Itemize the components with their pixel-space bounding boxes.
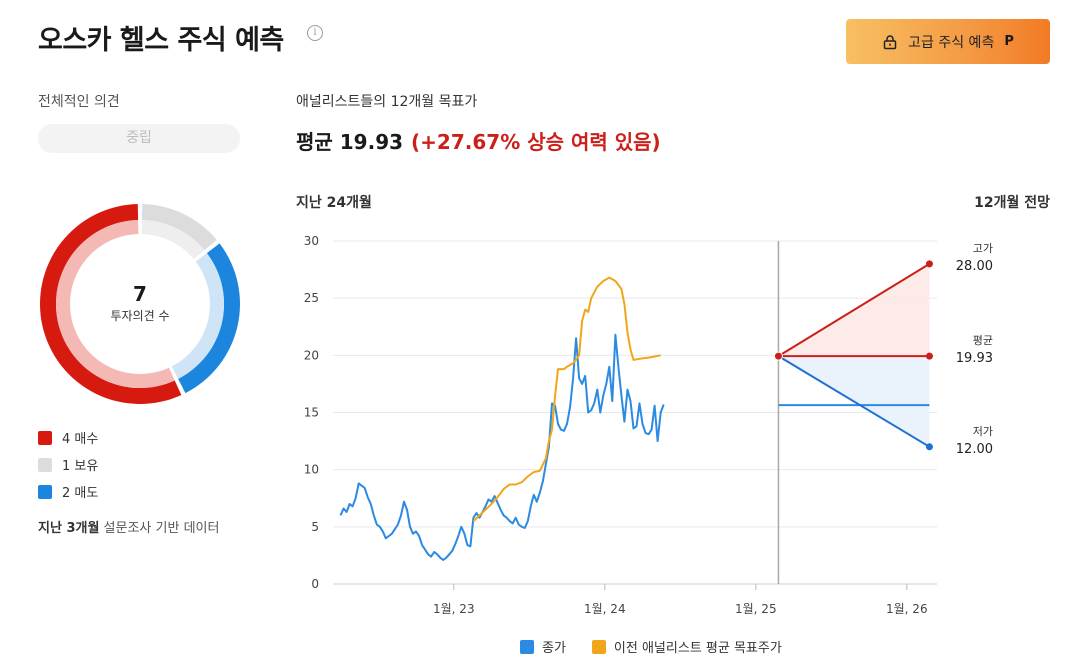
- donut-buy-inner-segment: [55, 220, 175, 388]
- x-tick-label: 1월, 25: [735, 602, 777, 616]
- target-price-label: 애널리스트들의 12개월 목표가: [296, 94, 478, 110]
- pro-forecast-label: 고급 주식 예측: [908, 34, 995, 51]
- high-forecast-name: 고가: [973, 242, 993, 255]
- prior-target-label: 이전 애널리스트 평균 목표주가: [613, 641, 782, 656]
- survey-basis-text: 설문조사 기반 데이터: [99, 521, 220, 536]
- low-forecast-value: 12.00: [956, 442, 993, 457]
- survey-basis-note: 지난 3개월 설문조사 기반 데이터: [38, 517, 219, 536]
- upside-percent: (+27.67% 상승 여력 있음): [411, 130, 661, 154]
- legend-buy-label: 4 매수: [62, 432, 99, 447]
- low-forecast-point: [925, 443, 933, 451]
- lock-icon: [883, 34, 897, 49]
- hold-swatch: [38, 457, 52, 472]
- high-forecast-line: [777, 263, 930, 357]
- legend-sell: 2 매도: [38, 482, 98, 501]
- x-tick-label: 1월, 26: [886, 602, 928, 616]
- close-price-line: [339, 333, 665, 561]
- pro-badge-icon: P: [1004, 34, 1014, 49]
- average-forecast-name: 평균: [973, 334, 993, 347]
- donut-sell-inner-segment: [171, 253, 225, 379]
- buy-swatch: [38, 430, 52, 445]
- y-tick-label: 30: [304, 234, 319, 248]
- donut-hold-segment: [141, 204, 217, 251]
- close-price-label: 종가: [542, 641, 566, 656]
- survey-period: 지난 3개월: [38, 521, 100, 536]
- low-forecast-name: 저가: [973, 425, 993, 438]
- y-tick-label: 10: [304, 463, 319, 477]
- average-target-price: 평균 19.93: [296, 130, 404, 154]
- legend-close-price: 종가: [520, 637, 566, 656]
- y-tick-label: 5: [311, 520, 319, 534]
- high-forecast-value: 28.00: [956, 259, 993, 274]
- y-tick-label: 20: [304, 348, 319, 362]
- chart-legend: 종가 이전 애널리스트 평균 목표주가: [520, 637, 782, 656]
- legend-hold-label: 1 보유: [62, 459, 99, 474]
- rating-total-count: 7: [133, 282, 147, 306]
- close-price-swatch: [520, 639, 534, 654]
- y-tick-label: 15: [304, 406, 319, 420]
- forecast-period-label: 12개월 전망: [974, 195, 1050, 211]
- prior-target-line: [472, 276, 661, 522]
- sell-swatch: [38, 484, 52, 499]
- prior-target-swatch: [591, 639, 606, 654]
- x-tick-label: 1월, 24: [584, 602, 626, 616]
- y-tick-label: 0: [311, 577, 319, 591]
- y-tick-label: 25: [304, 291, 319, 305]
- legend-buy: 4 매수: [38, 428, 98, 447]
- past-period-label: 지난 24개월: [296, 195, 372, 211]
- consensus-rating: 중립: [38, 124, 240, 153]
- high-forecast-point: [925, 260, 933, 268]
- page-title: 오스카 헬스 주식 예측: [38, 25, 284, 56]
- rating-total-label: 투자의견 수: [110, 309, 170, 323]
- forecast-origin-point: [773, 351, 783, 361]
- legend-hold: 1 보유: [38, 455, 98, 474]
- average-target-line: 평균 19.93 (+27.67% 상승 여력 있음): [296, 126, 661, 155]
- average-forecast-value: 19.93: [956, 351, 993, 366]
- donut-buy-segment: [39, 204, 182, 404]
- donut-sell-segment: [178, 243, 241, 394]
- rating-donut-chart: [39, 204, 241, 404]
- info-icon[interactable]: i: [307, 25, 323, 41]
- legend-prior-target: 이전 애널리스트 평균 목표주가: [591, 637, 782, 656]
- pro-forecast-button[interactable]: 고급 주식 예측 P: [846, 19, 1050, 64]
- average-forecast-point: [925, 352, 933, 360]
- low-forecast-line: [777, 355, 930, 448]
- x-tick-label: 1월, 23: [433, 602, 475, 616]
- consensus-label: 전체적인 의견: [38, 94, 120, 110]
- donut-hold-inner-segment: [141, 220, 205, 260]
- legend-sell-label: 2 매도: [62, 486, 99, 501]
